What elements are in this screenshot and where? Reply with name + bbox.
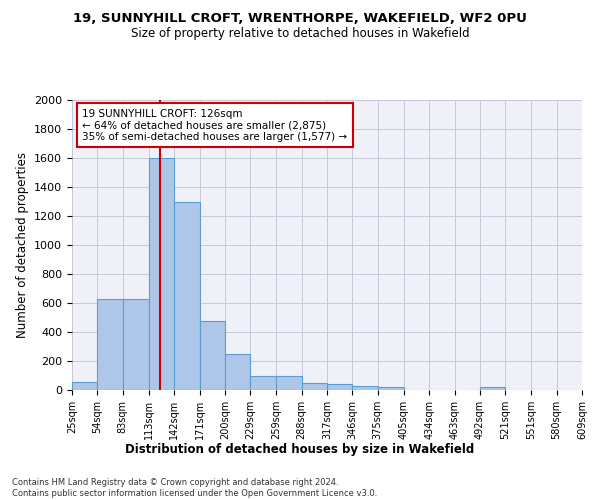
Bar	[72, 382, 97, 390]
Text: Size of property relative to detached houses in Wakefield: Size of property relative to detached ho…	[131, 28, 469, 40]
Bar	[250, 376, 277, 390]
Bar	[302, 383, 327, 390]
Y-axis label: Number of detached properties: Number of detached properties	[16, 152, 29, 338]
Text: 19 SUNNYHILL CROFT: 126sqm
← 64% of detached houses are smaller (2,875)
35% of s: 19 SUNNYHILL CROFT: 126sqm ← 64% of deta…	[82, 108, 347, 142]
Bar	[352, 386, 377, 390]
Text: Contains HM Land Registry data © Crown copyright and database right 2024.
Contai: Contains HM Land Registry data © Crown c…	[12, 478, 377, 498]
Bar	[327, 384, 352, 390]
Bar	[225, 354, 250, 390]
Bar	[480, 387, 505, 390]
Bar	[199, 321, 225, 390]
Bar	[377, 387, 404, 390]
Bar	[97, 300, 122, 390]
Bar	[277, 376, 302, 390]
Bar	[174, 202, 199, 390]
Text: Distribution of detached houses by size in Wakefield: Distribution of detached houses by size …	[125, 442, 475, 456]
Bar	[122, 300, 149, 390]
Bar	[149, 158, 174, 390]
Text: 19, SUNNYHILL CROFT, WRENTHORPE, WAKEFIELD, WF2 0PU: 19, SUNNYHILL CROFT, WRENTHORPE, WAKEFIE…	[73, 12, 527, 26]
